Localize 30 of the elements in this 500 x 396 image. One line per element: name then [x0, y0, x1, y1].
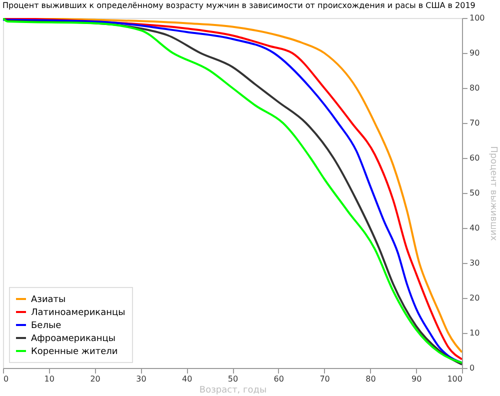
x-tick-label: 60 [274, 374, 284, 384]
x-tick-label: 0 [4, 374, 9, 384]
y-tick-label: 90 [470, 48, 480, 58]
x-tick-label: 30 [136, 374, 146, 384]
x-tick-label: 100 [447, 374, 462, 384]
x-tick-label: 90 [412, 374, 422, 384]
y-tick-label: 50 [470, 188, 480, 198]
y-tick-label: 0 [470, 364, 475, 372]
y-tick-label: 20 [470, 294, 480, 302]
x-tick-label: 40 [182, 374, 192, 384]
x-tick-label: 80 [366, 374, 376, 384]
y-tick-label: 40 [470, 224, 480, 232]
legend-label: Белые [31, 321, 62, 331]
legend-label: Азиаты [31, 295, 66, 305]
y-tick-label: 10 [470, 328, 480, 338]
chart-title: Процент выживших к определённому возрасту мужчин в зависимости от происхождения и расы в США в 2019 [2, 1, 476, 10]
x-axis-title: Возраст, годы [199, 386, 267, 396]
legend-label: Коренные жители [31, 347, 118, 357]
y-tick-label: 100 [470, 14, 485, 22]
y-tick-label: 30 [470, 258, 480, 268]
legend-label: Афроамериканцы [31, 334, 116, 344]
x-tick-label: 10 [44, 374, 54, 384]
x-tick-label: 20 [90, 374, 100, 384]
legend-label: Латиноамериканцы [31, 308, 126, 318]
x-tick-label: 50 [228, 374, 238, 384]
y-axis-title: Процент выживших [488, 146, 498, 242]
x-tick-label: 70 [320, 374, 330, 384]
y-tick-label: 70 [470, 118, 480, 128]
y-tick-label: 60 [470, 154, 480, 162]
y-tick-label: 80 [470, 84, 480, 92]
